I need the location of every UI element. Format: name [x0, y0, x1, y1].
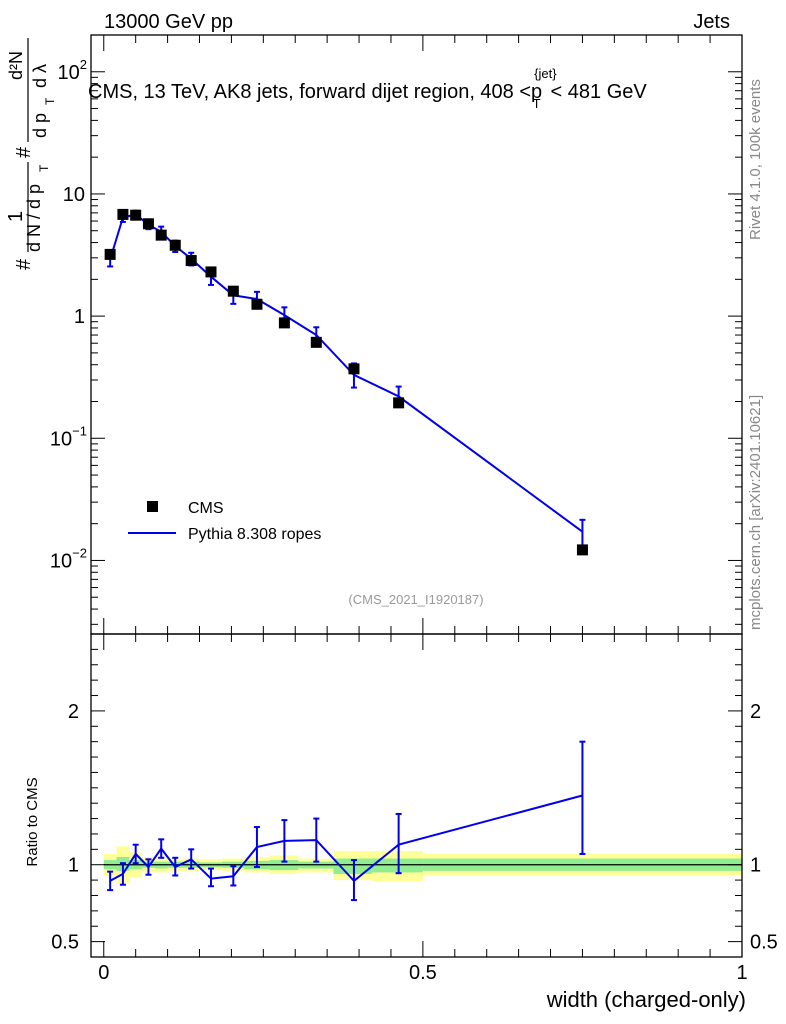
ylabel-dp: d p: [30, 113, 50, 138]
tick-label-base: 10: [50, 428, 72, 450]
title-prefix: CMS, 13 TeV, AK8 jets, forward dijet reg…: [88, 81, 542, 103]
tick-label-exponent: 2: [80, 57, 87, 72]
cms-data-point: [205, 266, 217, 278]
cms-data-point: [278, 317, 290, 329]
ylabel-dn-dpt: d N / d p: [24, 184, 44, 252]
main-frame: [90, 34, 743, 635]
main-y-tick-label: 10−2: [50, 545, 87, 572]
x-tick-label: 0: [98, 962, 109, 984]
energy-label: 13000 GeV pp: [104, 11, 233, 33]
cms-data-point: [227, 285, 239, 297]
analysis-id-label: (CMS_2021_I1920187): [348, 592, 483, 607]
cms-data-point: [393, 397, 405, 409]
rivet-version-label: Rivet 4.1.0, 100k events: [747, 79, 764, 240]
cms-data-point: [185, 255, 197, 267]
mcplots-site-label: mcplots.cern.ch [arXiv:2401.10621]: [747, 395, 764, 630]
ylabel-d2n: d²N: [6, 51, 26, 80]
tick-label-base: 10: [58, 62, 80, 84]
x-tick-label: 0.5: [409, 962, 437, 984]
ratio-y-tick-label: 1: [68, 855, 79, 877]
main-y-tick-label: 1: [74, 306, 85, 328]
ratio-band-inner: [371, 858, 423, 873]
ylabel-t-sub-1: T: [37, 164, 51, 172]
tick-label-exponent: −1: [72, 423, 87, 438]
main-series-layer: [104, 208, 588, 556]
cms-data-point: [155, 229, 167, 241]
main-y-tick-label: 10−1: [50, 423, 87, 450]
ylabel-hash-2: #: [13, 146, 35, 158]
cms-data-point: [169, 239, 181, 251]
cms-data-point: [117, 208, 129, 220]
ratio-axis-ticks: 0 0.5 10.5 0.51 12 2: [51, 634, 778, 984]
ratio-y-label: Ratio to CMS: [24, 777, 41, 866]
process-label: Jets: [693, 11, 730, 33]
ylabel-hash-1: #: [13, 258, 35, 270]
main-y-tick-label: 102: [58, 57, 87, 84]
cms-data-point: [142, 218, 154, 230]
ratio-y-tick-label-right: 1: [750, 855, 761, 877]
legend-cms-marker: [147, 501, 158, 512]
ylabel-one: 1: [5, 211, 27, 222]
cms-data-point: [576, 544, 588, 556]
x-axis-label: width (charged-only): [546, 987, 746, 1012]
ratio-y-tick-label: 0.5: [51, 932, 79, 954]
cms-data-point: [310, 336, 322, 348]
tick-label-exponent: −2: [72, 545, 87, 560]
legend-cms-label: CMS: [188, 500, 224, 517]
ratio-y-tick-label-right: 2: [750, 701, 761, 723]
cms-data-point: [104, 248, 116, 260]
main-y-tick-label: 10: [63, 184, 85, 206]
title-suffix: < 481 GeV: [551, 81, 648, 103]
ratio-y-tick-label-right: 0.5: [750, 932, 778, 954]
title-sub-t: T: [533, 96, 541, 111]
cms-data-point: [348, 363, 360, 375]
x-tick-label: 1: [736, 962, 747, 984]
cms-data-point: [130, 209, 142, 221]
main-title: CMS, 13 TeV, AK8 jets, forward dijet reg…: [88, 66, 647, 111]
pythia-series-line: [109, 213, 583, 533]
tick-label-base: 10: [50, 550, 72, 572]
ratio-uncertainty-bands: [103, 846, 742, 884]
ylabel-t-sub-2: T: [43, 97, 57, 105]
main-y-label: # 1 d N / d p T # d²N d p T d λ: [5, 38, 57, 270]
ylabel-dl: d λ: [30, 64, 50, 88]
ratio-series-layer: [107, 740, 586, 902]
cms-data-point: [251, 298, 263, 310]
ratio-y-tick-label: 2: [68, 701, 79, 723]
title-sup-jet: {jet}: [534, 66, 557, 81]
ratio-frame: [90, 633, 743, 958]
legend-pythia-label: Pythia 8.308 ropes: [188, 526, 321, 543]
legend: CMS Pythia 8.308 ropes: [128, 500, 321, 543]
